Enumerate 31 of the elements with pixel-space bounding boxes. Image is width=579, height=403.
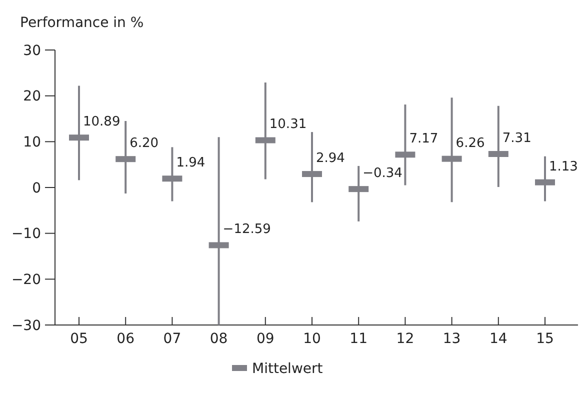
y-tick-label: 0 [32,180,41,196]
data-label: 1.94 [176,156,206,171]
y-tick-label: −20 [11,272,41,288]
y-tick-label: 30 [23,42,41,59]
x-tick-label: 06 [116,331,135,347]
data-label: 6.26 [456,136,485,151]
x-tick-label: 13 [442,331,461,347]
y-axis-title: Performance in % [20,15,144,31]
x-tick-label: 09 [256,331,274,347]
data-label: 10.31 [269,117,307,132]
y-tick-label: 10 [23,134,41,151]
data-label: −12.59 [222,222,271,238]
legend-label: Mittelwert [252,360,324,377]
data-label: 7.17 [409,132,438,147]
x-tick-label: 10 [303,331,321,347]
x-tick-label: 07 [163,331,182,347]
data-label: −0.34 [362,166,402,182]
data-label: 6.20 [130,136,159,152]
data-label: 2.94 [316,151,345,166]
data-label: 10.89 [83,114,120,130]
data-label: 1.13 [549,159,578,174]
y-tick-label: −10 [11,226,41,242]
x-tick-label: 05 [70,331,88,347]
x-tick-label: 15 [536,331,554,347]
y-tick-label: −30 [11,318,41,334]
x-tick-label: 14 [489,331,508,347]
x-tick-label: 12 [396,331,414,347]
x-tick-label: 08 [210,331,228,347]
x-tick-label: 11 [350,331,368,347]
y-tick-label: 20 [23,88,41,105]
data-label: 7.31 [502,130,532,146]
